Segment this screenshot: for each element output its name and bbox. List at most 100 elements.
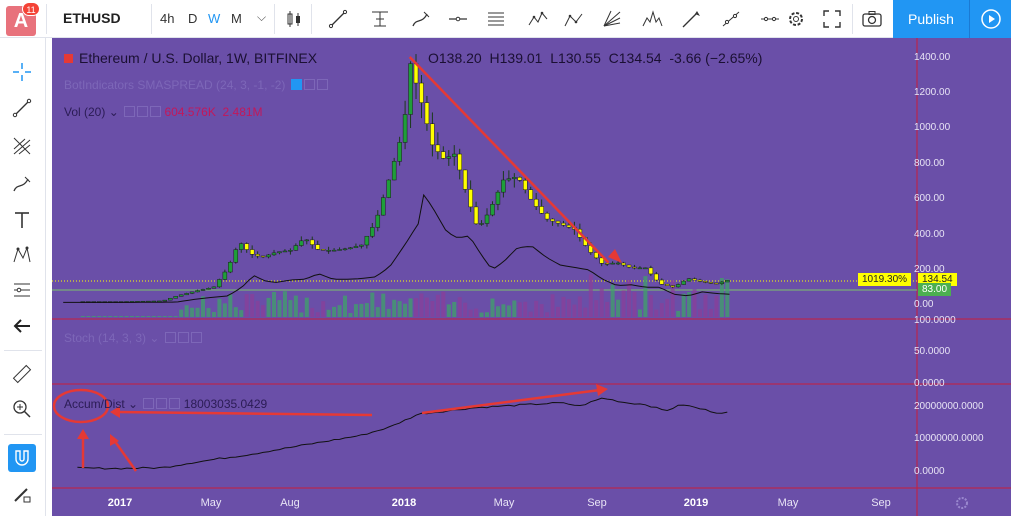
candles-chart-type-icon[interactable] (279, 4, 309, 34)
eye-icon[interactable] (143, 398, 155, 409)
time-label: Sep (587, 497, 607, 509)
candle-body (686, 278, 692, 282)
volume-bar (277, 300, 282, 317)
brush-tool-icon[interactable] (8, 170, 36, 198)
indicator-legend-volume[interactable]: Vol (20) ⌄ 604.576K 2.481M (64, 105, 263, 119)
annotation-arrowhead (110, 406, 120, 418)
chart-canvas[interactable] (52, 38, 1011, 516)
accum-label: Accum/Dist (64, 397, 125, 411)
indicator-legend-smaspread[interactable]: BotIndicators SMASPREAD (24, 3, -1, -2) (64, 78, 328, 92)
price-range-icon[interactable] (716, 4, 746, 34)
indicator-legend-accum[interactable]: Accum/Dist ⌄ 18003035.0429 (64, 397, 267, 411)
ray-icon[interactable] (755, 4, 785, 34)
fullscreen-icon[interactable] (817, 4, 847, 34)
candle-body (386, 179, 391, 198)
volume-bar (146, 316, 151, 317)
text-tool-icon[interactable] (8, 206, 36, 234)
volume-bar (561, 296, 566, 317)
horizontal-line-icon[interactable] (443, 4, 473, 34)
trend-line-icon[interactable] (323, 4, 353, 34)
symbol-search[interactable]: ETHUSD (63, 10, 121, 26)
candle-body (266, 254, 271, 258)
head-shoulders-icon[interactable] (637, 4, 667, 34)
interval-4h[interactable]: 4h (160, 11, 175, 26)
chart-area[interactable]: Ethereum / U.S. Dollar, 1W, BITFINEX O13… (52, 38, 1011, 516)
candle-body (615, 262, 621, 265)
annotation-left-arrow[interactable] (116, 410, 373, 417)
forecast-icon[interactable] (676, 4, 706, 34)
settings-icon[interactable] (137, 106, 149, 117)
annotation-circle[interactable] (52, 388, 110, 424)
trend-line-tool-icon[interactable] (8, 94, 36, 122)
last-price-tag: 134.54 (918, 273, 957, 286)
candle-body (528, 189, 533, 200)
indicator-legend-stoch[interactable]: Stoch (14, 3, 3) ⌄ (64, 331, 202, 345)
fib-retracement-icon[interactable] (365, 4, 395, 34)
brush-icon[interactable] (406, 4, 436, 34)
chevron-down-icon[interactable]: ⌄ (128, 397, 139, 411)
candle-body (446, 156, 452, 159)
volume-bar (528, 311, 533, 317)
volume-bar (375, 307, 380, 317)
volume-bar (293, 295, 298, 317)
camera-icon[interactable] (857, 4, 887, 34)
drawing-toolbar (0, 38, 46, 516)
volume-bar (588, 274, 593, 317)
candle-body (632, 266, 637, 269)
chevron-down-icon[interactable]: ⌄ (108, 105, 119, 119)
series-legend[interactable]: Ethereum / U.S. Dollar, 1W, BITFINEX (64, 50, 317, 66)
candle-body (566, 224, 572, 228)
parallel-channel-icon[interactable] (481, 4, 511, 34)
publish-button[interactable]: Publish (893, 0, 969, 38)
annotation-arrowhead (596, 384, 608, 396)
volume-bar (419, 293, 424, 317)
interval-m[interactable]: M (231, 11, 242, 26)
interval-dropdown-icon[interactable]: ⌵ (257, 10, 267, 24)
elliott-wave-icon[interactable] (523, 4, 553, 34)
settings-icon[interactable] (303, 79, 315, 90)
volume-bar (599, 288, 604, 317)
replay-button[interactable] (969, 0, 1011, 38)
candle-body (522, 180, 528, 190)
volume-bar (681, 293, 686, 317)
close-icon[interactable] (316, 79, 328, 90)
prediction-tool-icon[interactable] (8, 276, 36, 304)
settings-icon[interactable] (156, 398, 168, 409)
annotation-diag-arrow[interactable] (112, 439, 138, 472)
volume-bar (392, 299, 397, 317)
interval-d[interactable]: D (188, 11, 198, 26)
price-candles (80, 54, 730, 303)
close-icon[interactable] (190, 332, 202, 343)
stoch-tick: 50.0000 (914, 346, 951, 357)
annotation-trend-arrow[interactable] (408, 56, 610, 264)
chevron-down-icon[interactable]: ⌄ (149, 331, 160, 345)
arrow-left-icon[interactable] (8, 312, 36, 340)
eye-icon[interactable] (164, 332, 176, 343)
close-icon[interactable] (150, 106, 162, 117)
volume-bar (272, 291, 277, 317)
close-icon[interactable] (169, 398, 181, 409)
candle-body (364, 235, 370, 246)
abcd-pattern-icon[interactable] (559, 4, 589, 34)
pattern-tool-icon[interactable] (8, 241, 36, 269)
candle-body (200, 289, 206, 291)
interval-w[interactable]: W (208, 11, 221, 26)
pencil-lock-icon[interactable] (8, 480, 36, 508)
gear-icon[interactable] (956, 497, 968, 509)
eye-icon[interactable] (124, 106, 136, 117)
ruler-icon[interactable] (8, 360, 36, 388)
settings-icon[interactable] (177, 332, 189, 343)
zoom-in-icon[interactable] (8, 395, 36, 423)
toolbar-divider (4, 434, 42, 435)
annotation-accum-arrow[interactable] (421, 388, 601, 415)
series-color-icon (64, 54, 73, 63)
gear-icon[interactable] (781, 4, 811, 34)
crosshair-icon[interactable] (8, 58, 36, 86)
volume-bar (119, 316, 124, 317)
style-icon[interactable] (290, 79, 302, 90)
pitchfork-tool-icon[interactable] (8, 132, 36, 160)
gann-fan-icon[interactable] (597, 4, 627, 34)
magnet-icon[interactable] (8, 444, 36, 472)
candle-body (315, 244, 320, 250)
candle-body (402, 114, 408, 143)
